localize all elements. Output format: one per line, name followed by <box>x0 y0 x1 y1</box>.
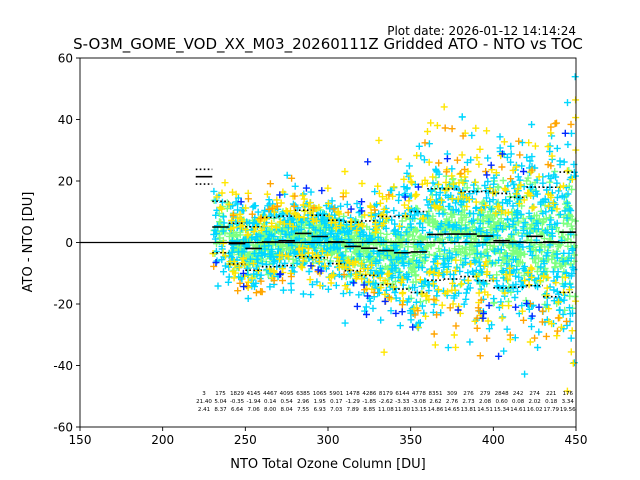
bin-stat-label: 5.04 <box>214 399 227 405</box>
bin-stat-label: 0.54 <box>281 399 294 405</box>
x-axis-label: NTO Total Ozone Column [DU] <box>230 457 426 472</box>
bin-stat-label: 8.00 <box>264 407 277 413</box>
scatter-series-4 <box>210 119 575 360</box>
bin-stat-label: 6.93 <box>314 407 327 413</box>
x-tick-label: 350 <box>399 433 422 447</box>
bin-stat-label: 3 <box>202 391 206 397</box>
bin-stat-label: 4095 <box>280 391 294 397</box>
bin-stat-label: 1478 <box>346 391 360 397</box>
bin-stat-label: 3.34 <box>562 399 575 405</box>
bin-stat-label: 13.81 <box>461 407 477 413</box>
bin-stat-label: 309 <box>447 391 458 397</box>
bin-stat-label: 0.18 <box>545 399 558 405</box>
bin-stat-label: 4778 <box>412 391 426 397</box>
bin-stat-label: -3.33 <box>395 399 410 405</box>
bin-stat-label: 2.73 <box>462 399 475 405</box>
y-axis-ticks: -60 -40 -20 0 20 40 60 <box>53 52 80 435</box>
x-tick-label: 200 <box>151 433 174 447</box>
bin-stat-label: 279 <box>480 391 491 397</box>
scatter-points <box>209 73 580 395</box>
bin-stat-label: 221 <box>546 391 557 397</box>
bin-stat-label: 16.02 <box>527 407 543 413</box>
bin-stat-label: 2848 <box>495 391 509 397</box>
bin-stat-label: 7.03 <box>330 407 343 413</box>
bin-stat-label: -0.35 <box>230 399 245 405</box>
bin-stat-label: 7.89 <box>347 407 360 413</box>
bin-stat-label: -1.85 <box>362 399 377 405</box>
bin-stat-label: 17.79 <box>543 407 559 413</box>
x-tick-label: 150 <box>69 433 92 447</box>
bin-stat-label: 14.51 <box>477 407 493 413</box>
bin-stat-label: 14.61 <box>510 407 526 413</box>
y-tick-label: 20 <box>58 175 73 189</box>
x-axis-ticks: 150 200 250 300 350 400 450 <box>69 427 588 447</box>
x-tick-label: 250 <box>234 433 257 447</box>
bin-stat-label: 1065 <box>313 391 327 397</box>
y-tick-label: -40 <box>53 359 73 373</box>
y-tick-label: -20 <box>53 298 73 312</box>
bin-stat-label: 7.06 <box>247 407 260 413</box>
bin-stat-label: 1829 <box>230 391 244 397</box>
bin-stat-label: -1.29 <box>346 399 361 405</box>
bin-stat-label: 2.08 <box>479 399 492 405</box>
bin-stat-label: 0.17 <box>330 399 343 405</box>
x-tick-label: 400 <box>482 433 505 447</box>
bin-stat-labels: 3 175 1829 4145 4467 4095 6385 1065 5901 1478 4286… <box>196 391 576 413</box>
bin-stat-label: 2.41 <box>198 407 210 413</box>
bin-stat-label: 175 <box>215 391 226 397</box>
bin-stat-label: 11.08 <box>378 407 394 413</box>
bin-stat-label: 242 <box>513 391 524 397</box>
bin-stat-label: 0.14 <box>264 399 277 405</box>
y-axis-label: ATO - NTO [DU] <box>21 192 36 293</box>
bin-stat-label: 8179 <box>379 391 393 397</box>
bin-stat-label: 19.56 <box>560 407 576 413</box>
bin-stat-label: 2.62 <box>429 399 441 405</box>
x-tick-label: 450 <box>565 433 588 447</box>
bin-statistics <box>195 168 576 298</box>
y-tick-label: 60 <box>58 52 73 66</box>
bin-stat-label: 15.34 <box>494 407 510 413</box>
bin-stat-label: 4145 <box>247 391 261 397</box>
y-tick-label: 40 <box>58 113 73 127</box>
y-tick-label: 0 <box>65 236 73 250</box>
bin-stat-label: 11.80 <box>395 407 411 413</box>
bin-stat-label: 2.76 <box>446 399 459 405</box>
scatter-series-2 <box>210 73 579 378</box>
bin-stat-label: -3.08 <box>412 399 427 405</box>
bin-stat-label: 8351 <box>428 391 442 397</box>
y-tick-label: -60 <box>53 421 73 435</box>
bin-stat-label: -2.62 <box>379 399 393 405</box>
bin-stat-label: 8.04 <box>281 407 294 413</box>
bin-stat-label: 0.60 <box>495 399 508 405</box>
x-tick-label: 300 <box>317 433 340 447</box>
bin-stat-label: 2.96 <box>297 399 310 405</box>
bin-stat-label: 8.85 <box>363 407 376 413</box>
bin-stat-label: 4467 <box>263 391 277 397</box>
bin-stat-label: 0.08 <box>512 399 525 405</box>
bin-stat-label: 276 <box>463 391 474 397</box>
bin-stat-label: 6385 <box>296 391 310 397</box>
bin-stat-label: 13.15 <box>411 407 427 413</box>
bin-stat-label: 8.37 <box>214 407 227 413</box>
chart-title: S-O3M_GOME_VOD_XX_M03_20260111Z Gridded … <box>73 35 583 54</box>
bin-stat-label: 1.95 <box>314 399 327 405</box>
bin-stat-label: 6144 <box>395 391 409 397</box>
plot-date: Plot date: 2026-01-12 14:14:24 <box>387 24 576 38</box>
bin-stat-label: 14.65 <box>444 407 460 413</box>
bin-stat-label: 4286 <box>362 391 376 397</box>
scatter-series-5 <box>212 129 569 360</box>
bin-stat-label: 7.55 <box>297 407 310 413</box>
bin-stat-label: -1.94 <box>246 399 261 405</box>
bin-stat-label: 6.64 <box>231 407 244 413</box>
bin-stat-label: 14.86 <box>428 407 444 413</box>
bin-stat-label: 2.02 <box>529 399 541 405</box>
bin-stat-label: 274 <box>529 391 540 397</box>
bin-stat-label: 21.40 <box>196 399 212 405</box>
bin-stat-label: 176 <box>562 391 573 397</box>
bin-stat-label: 5901 <box>329 391 343 397</box>
